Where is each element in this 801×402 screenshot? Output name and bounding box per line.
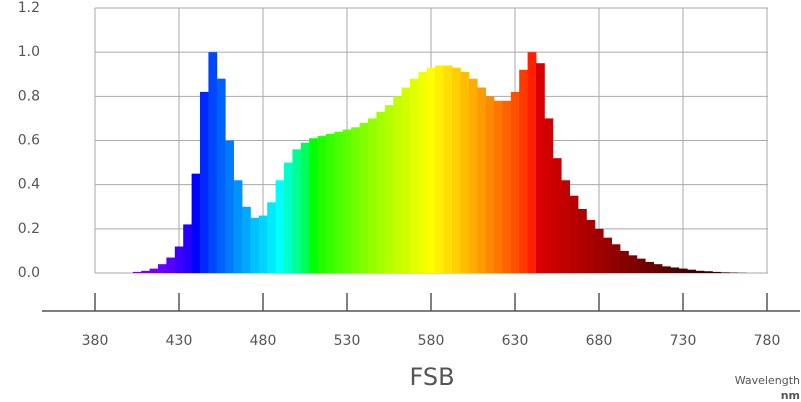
bar: [225, 140, 234, 273]
bar: [662, 266, 671, 273]
bar: [435, 65, 444, 274]
x-tick-label: 630: [502, 333, 529, 349]
bar: [401, 87, 411, 273]
x-axis-unit: nm: [781, 389, 800, 402]
bar: [191, 173, 201, 273]
y-tick-label: 1.2: [18, 0, 40, 16]
bar: [216, 78, 226, 274]
bar: [242, 206, 251, 273]
bar: [300, 142, 310, 273]
bar: [460, 72, 470, 274]
bar: [284, 162, 293, 273]
bar: [351, 127, 360, 273]
x-tick-label: 780: [754, 333, 781, 349]
bar: [426, 67, 436, 273]
bar: [510, 91, 520, 274]
bar: [334, 131, 344, 273]
bar: [132, 271, 142, 273]
bar: [418, 72, 428, 274]
bar: [695, 270, 705, 273]
bar: [359, 122, 369, 273]
x-tick-label: 730: [670, 333, 697, 349]
bar: [174, 246, 184, 273]
bar: [452, 67, 461, 273]
bar: [670, 267, 680, 273]
bar: [200, 91, 209, 274]
bar: [704, 271, 713, 273]
chart-title: FSB: [409, 363, 454, 391]
x-tick-label: 430: [166, 333, 193, 349]
bar: [267, 202, 276, 273]
bar: [578, 208, 587, 273]
x-axis-label: Wavelength: [735, 374, 800, 387]
bar: [586, 220, 596, 273]
bar: [527, 52, 537, 273]
bar: [376, 111, 386, 274]
bar: [166, 257, 176, 273]
x-tick-label: 530: [334, 333, 361, 349]
bar: [569, 195, 579, 273]
bar: [611, 244, 621, 273]
bar: [208, 52, 218, 273]
bar: [720, 272, 730, 273]
bar: [317, 136, 327, 273]
bar: [485, 96, 495, 273]
bar: [678, 268, 688, 273]
bar: [519, 69, 528, 273]
y-tick-label: 0.2: [18, 221, 40, 237]
y-tick-label: 1.0: [18, 44, 40, 60]
x-tick-label: 380: [82, 333, 109, 349]
bar: [326, 133, 335, 273]
y-tick-label: 0.4: [18, 177, 40, 193]
bar: [494, 100, 503, 273]
bar: [594, 228, 604, 273]
bar: [552, 158, 562, 273]
bar: [384, 105, 394, 274]
bar: [309, 138, 318, 273]
bar: [653, 264, 663, 273]
bar: [141, 270, 150, 273]
x-tick-label: 680: [586, 333, 613, 349]
x-tick-label: 580: [418, 333, 445, 349]
bar: [443, 65, 453, 274]
bar: [250, 217, 260, 273]
bar: [561, 180, 570, 273]
x-tick-label: 480: [250, 333, 277, 349]
y-tick-label: 0.0: [18, 265, 40, 281]
bar: [342, 129, 352, 273]
bar: [275, 180, 285, 273]
bar: [292, 149, 302, 273]
bar: [628, 255, 638, 273]
y-tick-label: 0.6: [18, 133, 40, 149]
bar: [636, 258, 646, 273]
bar: [158, 264, 167, 273]
bar: [502, 100, 512, 273]
y-tick-label: 0.8: [18, 88, 40, 104]
bar: [603, 237, 612, 273]
bar: [149, 268, 159, 273]
bar: [477, 87, 486, 273]
bar: [258, 215, 268, 273]
bar: [393, 96, 402, 273]
bar: [368, 118, 377, 274]
bar: [536, 63, 545, 274]
bar: [687, 269, 696, 273]
bar: [645, 261, 654, 273]
bar: [233, 180, 243, 273]
bar: [410, 78, 419, 274]
bar: [712, 271, 722, 273]
bar: [468, 78, 478, 274]
bar: [620, 250, 629, 273]
bar: [183, 224, 192, 273]
bar: [544, 118, 554, 274]
